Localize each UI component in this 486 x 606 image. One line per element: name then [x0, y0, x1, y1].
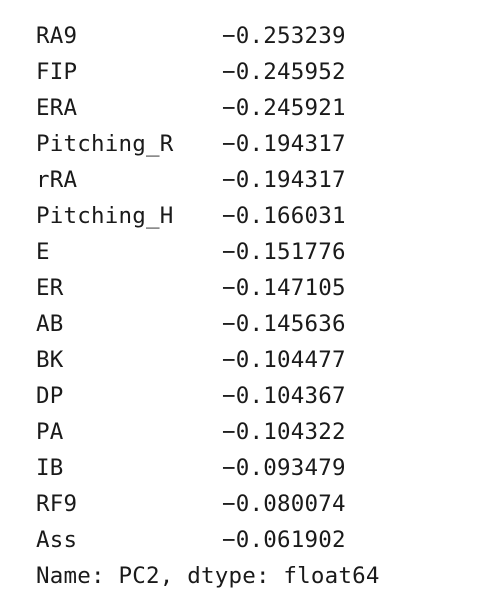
- series-row: E −0.151776: [36, 234, 380, 270]
- row-label: BK: [36, 347, 64, 373]
- series-row: RF9 −0.080074: [36, 486, 380, 522]
- row-value: −0.194317: [222, 167, 346, 193]
- series-row: Pitching_H −0.166031: [36, 198, 380, 234]
- row-value: −0.253239: [222, 23, 346, 49]
- row-value: −0.245921: [222, 95, 346, 121]
- row-label: Pitching_R: [36, 131, 174, 157]
- series-row: AB −0.145636: [36, 306, 380, 342]
- row-label: Ass: [36, 527, 78, 553]
- row-value: −0.104367: [222, 383, 346, 409]
- row-value: −0.061902: [222, 527, 346, 553]
- row-label: IB: [36, 455, 64, 481]
- row-label: RA9: [36, 23, 78, 49]
- series-row: Pitching_R −0.194317: [36, 126, 380, 162]
- row-label: E: [36, 239, 50, 265]
- row-label: ER: [36, 275, 64, 301]
- row-value: −0.145636: [222, 311, 346, 337]
- series-row: PA −0.104322: [36, 414, 380, 450]
- series-row: DP −0.104367: [36, 378, 380, 414]
- row-value: −0.151776: [222, 239, 346, 265]
- row-value: −0.104477: [222, 347, 346, 373]
- row-label: AB: [36, 311, 64, 337]
- row-label: RF9: [36, 491, 78, 517]
- row-value: −0.080074: [222, 491, 346, 517]
- series-row: BK −0.104477: [36, 342, 380, 378]
- row-label: Pitching_H: [36, 203, 174, 229]
- series-footer: Name: PC2, dtype: float64: [36, 563, 380, 589]
- series-row: ER −0.147105: [36, 270, 380, 306]
- row-value: −0.104322: [222, 419, 346, 445]
- row-value: −0.147105: [222, 275, 346, 301]
- row-label: rRA: [36, 167, 78, 193]
- series-row: ERA −0.245921: [36, 90, 380, 126]
- series-row: Ass −0.061902: [36, 522, 380, 558]
- row-value: −0.194317: [222, 131, 346, 157]
- series-row: IB −0.093479: [36, 450, 380, 486]
- row-label: ERA: [36, 95, 78, 121]
- row-value: −0.093479: [222, 455, 346, 481]
- series-row: rRA −0.194317: [36, 162, 380, 198]
- series-output: RA9 −0.253239 FIP −0.245952 ERA −0.24592…: [36, 18, 380, 594]
- row-label: FIP: [36, 59, 78, 85]
- series-row: FIP −0.245952: [36, 54, 380, 90]
- row-value: −0.166031: [222, 203, 346, 229]
- row-value: −0.245952: [222, 59, 346, 85]
- series-row: RA9 −0.253239: [36, 18, 380, 54]
- row-label: DP: [36, 383, 64, 409]
- row-label: PA: [36, 419, 64, 445]
